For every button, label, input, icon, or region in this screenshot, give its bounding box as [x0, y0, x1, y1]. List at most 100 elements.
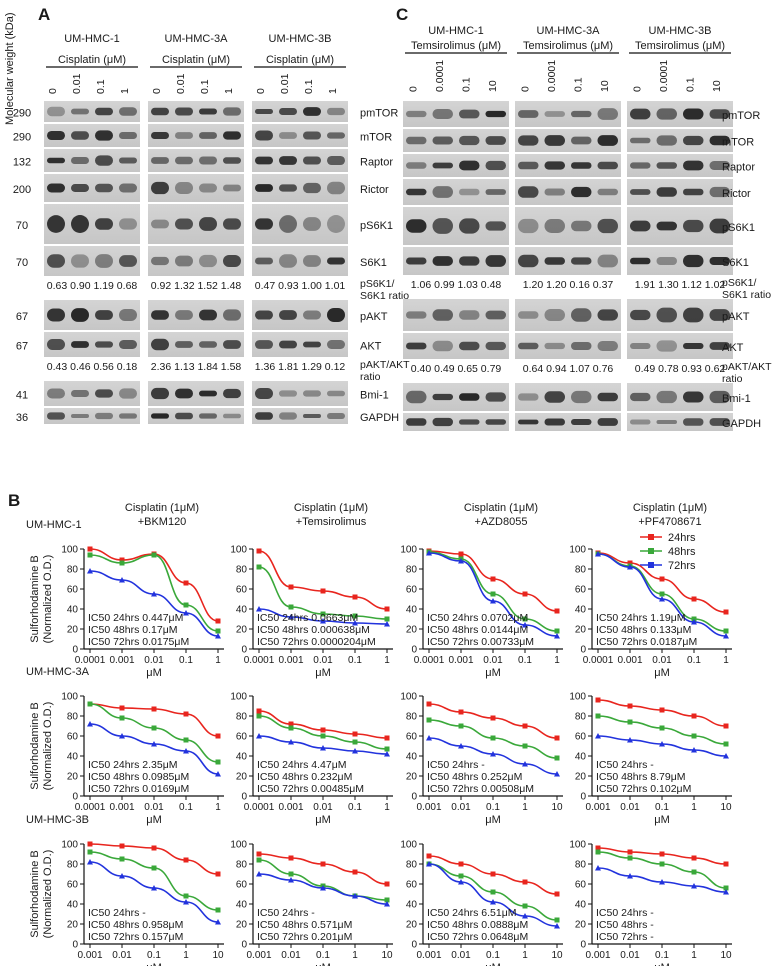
y-tick-label: 0	[241, 792, 247, 803]
blot-band	[223, 255, 241, 267]
blot-band	[175, 310, 193, 320]
blot-strip	[252, 408, 348, 424]
blot-band	[151, 107, 169, 116]
data-point-72hrs	[554, 923, 560, 929]
ic50-annotation: IC50 24hrs 0.0702μM	[427, 612, 528, 624]
ratio-label: pS6K1/	[722, 277, 757, 289]
x-tick-label: 0.001	[278, 802, 303, 813]
x-tick-label: 10	[551, 950, 563, 961]
blot-band	[327, 257, 345, 265]
x-tick-label: 0.001	[278, 655, 303, 666]
blot-band	[518, 161, 539, 170]
y-tick-label: 40	[67, 752, 79, 763]
blot-band	[406, 188, 427, 196]
ic50-annotation: IC50 72hrs 0.00508μM	[427, 783, 534, 795]
blot-strip	[252, 149, 348, 172]
blot-band	[199, 390, 217, 397]
x-axis-label: μM	[315, 814, 331, 826]
blot-band	[327, 413, 345, 419]
x-tick-label: 0.01	[451, 802, 471, 813]
x-tick-label: 1	[723, 655, 729, 666]
data-point-48hrs	[490, 591, 496, 597]
data-point-24hrs	[595, 697, 601, 703]
data-point-24hrs	[522, 879, 528, 885]
blot-band	[630, 137, 651, 144]
blot-band	[199, 217, 217, 231]
molecular-weight-axis-label: Molecular weight (kDa)	[4, 13, 16, 125]
data-point-24hrs	[320, 861, 326, 867]
blot-strip	[515, 129, 621, 152]
ratio-values: 0.49 0.78 0.93 0.62	[635, 363, 726, 375]
blot-band	[683, 254, 704, 268]
blot-band	[656, 221, 677, 231]
blot-band	[656, 162, 677, 169]
ratio-values: 0.43 0.46 0.56 0.18	[47, 361, 138, 373]
data-point-72hrs	[215, 919, 221, 925]
data-point-24hrs	[554, 608, 560, 614]
blot-band	[223, 131, 241, 140]
molecular-weight: 41	[16, 390, 28, 402]
blot-strip	[252, 101, 348, 122]
blot-band	[630, 108, 651, 120]
molecular-weight: 67	[16, 311, 28, 323]
blot-band	[406, 311, 427, 319]
protein-label: Raptor	[360, 157, 393, 169]
blot-band	[709, 161, 730, 170]
x-axis-label: μM	[485, 814, 501, 826]
data-point-72hrs	[659, 596, 665, 602]
dose-response-chart: 0 20 40 60 80 100 0.001 0.01 0.1 1 10 μM IC50 24hrs …	[61, 840, 224, 971]
blot-band	[303, 255, 321, 267]
protein-label: AKT	[360, 341, 382, 353]
data-point-24hrs	[215, 733, 221, 739]
blot-band	[119, 388, 137, 399]
x-tick-label: 0.0001	[75, 802, 106, 813]
blot-band	[199, 413, 217, 419]
y-tick-label: 60	[67, 732, 79, 743]
blot-strip	[403, 129, 509, 152]
blot-band	[597, 392, 618, 402]
blot-band	[119, 157, 137, 164]
data-point-48hrs	[352, 613, 358, 619]
blot-band	[597, 218, 618, 234]
x-tick-label: 0.01	[281, 950, 301, 961]
blot-band	[544, 219, 565, 233]
y-tick-label: 60	[236, 880, 248, 891]
blot-band	[199, 132, 217, 139]
protein-label: GAPDH	[360, 412, 399, 424]
data-point-48hrs	[288, 604, 294, 610]
data-point-24hrs	[320, 588, 326, 594]
blot-band	[95, 341, 113, 348]
concentration-label: 0.0001	[658, 60, 670, 92]
concentration-label: 0	[631, 86, 643, 92]
blot-band	[255, 257, 273, 265]
y-tick-label: 0	[72, 645, 78, 656]
ic50-annotation: IC50 72hrs 0.0187μM	[596, 636, 697, 648]
y-tick-label: 20	[67, 625, 79, 636]
group-drug-label: Cisplatin (μM)	[58, 54, 126, 66]
data-point-24hrs	[426, 701, 432, 707]
group-cell-name: UM-HMC-1	[428, 25, 484, 37]
blot-band	[151, 338, 169, 351]
blot-band	[432, 340, 453, 352]
concentration-label: 10	[711, 80, 723, 92]
blot-band	[175, 412, 193, 420]
blot-band	[518, 342, 539, 350]
data-point-48hrs	[87, 849, 93, 855]
dose-response-chart: 0 20 40 60 80 100 0.0001 0.001 0.01 0.1 1 μM IC50 24…	[569, 545, 732, 679]
ic50-annotation: IC50 72hrs 0.201μM	[257, 931, 352, 943]
x-tick-label: 0.1	[348, 655, 362, 666]
blot-band	[597, 341, 618, 351]
blot-band	[485, 310, 506, 320]
blot-band	[571, 257, 592, 265]
blot-band	[518, 254, 539, 268]
data-point-48hrs	[522, 743, 528, 749]
x-tick-label: 0.1	[179, 655, 193, 666]
concentration-label: 0.1	[572, 77, 584, 92]
data-point-24hrs	[490, 715, 496, 721]
blot-band	[279, 184, 297, 192]
data-point-48hrs	[119, 715, 125, 721]
blot-band	[485, 255, 506, 267]
y-tick-label: 100	[230, 545, 247, 556]
blot-band	[327, 132, 345, 139]
data-point-48hrs	[659, 725, 665, 731]
